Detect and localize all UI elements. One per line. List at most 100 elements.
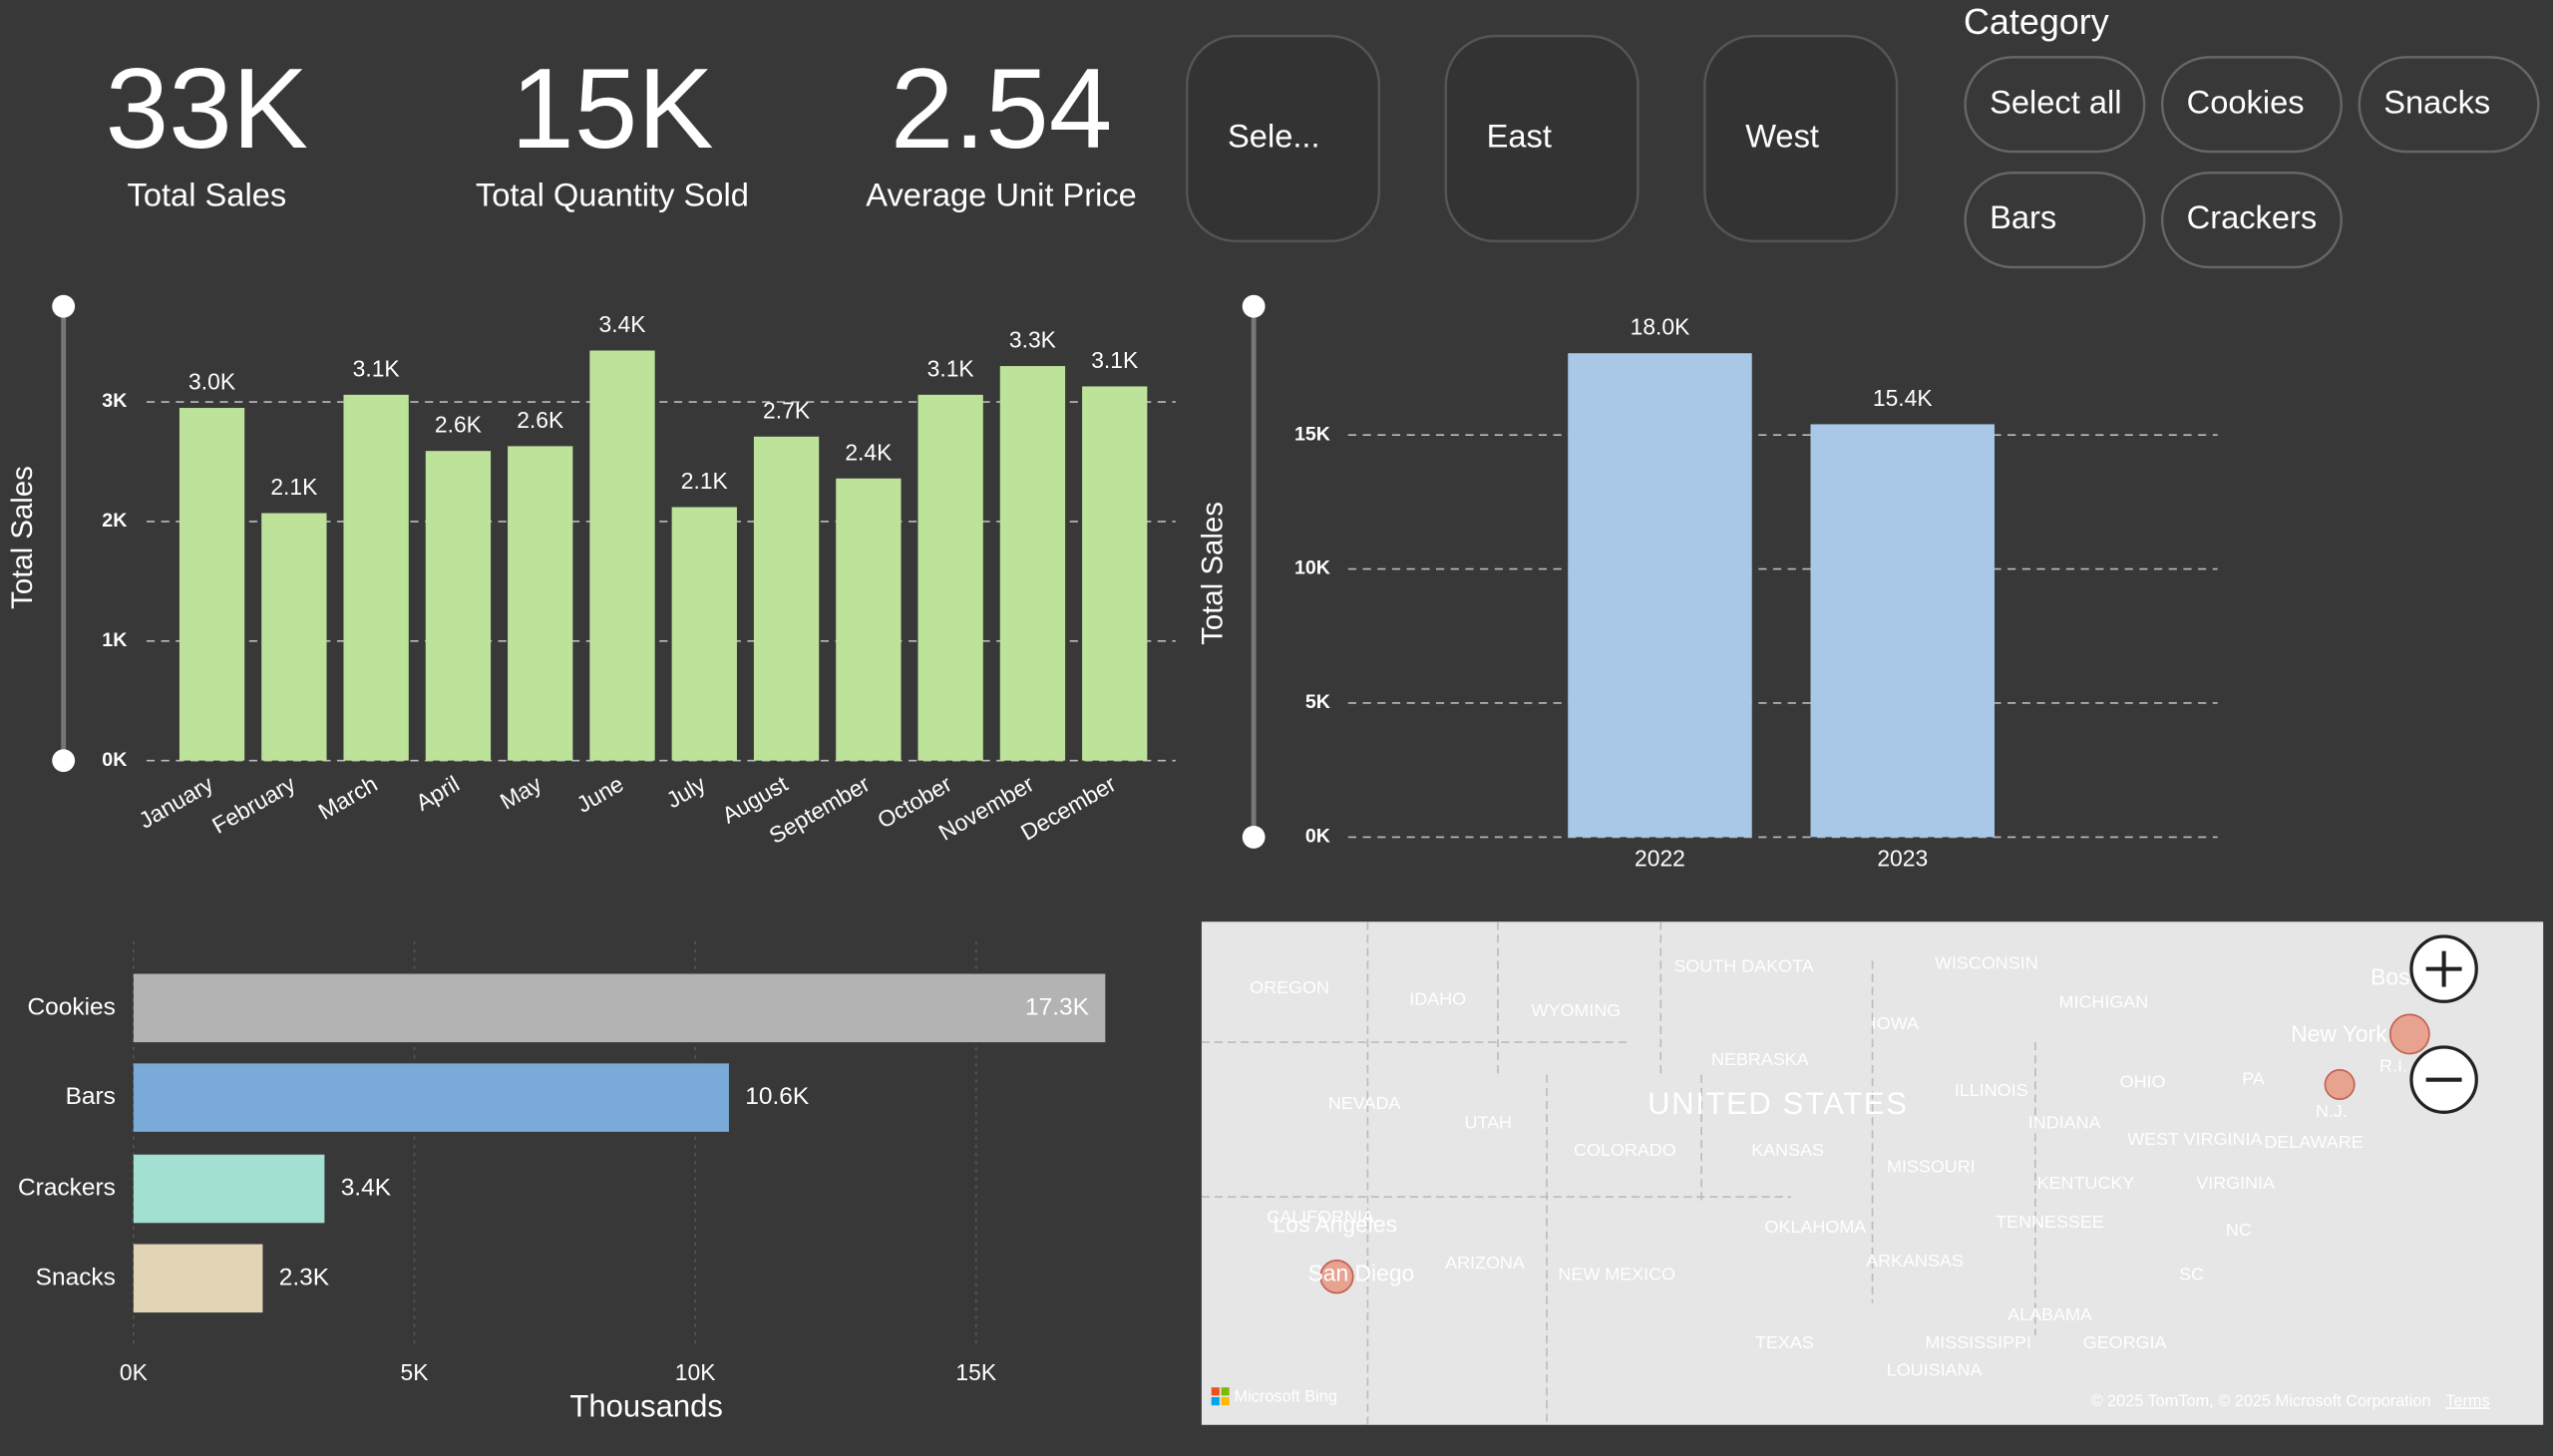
map-state-label: MISSOURI: [1887, 1157, 1976, 1177]
map-state-label: WYOMING: [1532, 1000, 1622, 1020]
slider-handle[interactable]: [1242, 825, 1266, 849]
map-terms[interactable]: Terms: [2445, 1392, 2489, 1410]
bar: [671, 507, 737, 761]
category-label[interactable]: Crackers: [2187, 198, 2318, 235]
logo-square: [1211, 1397, 1220, 1406]
map-state-label: KENTUCKY: [2037, 1173, 2135, 1193]
kpi-label: Total Quantity Sold: [476, 176, 749, 212]
map-state-label: OKLAHOMA: [1765, 1217, 1867, 1237]
slicer-button[interactable]: [1703, 34, 1899, 243]
y-tick-label: 0K: [102, 749, 127, 771]
y-tick-label: 15K: [1294, 423, 1330, 445]
slicer-label[interactable]: West: [1745, 118, 1819, 155]
map-state-label: NEW MEXICO: [1558, 1264, 1675, 1283]
slicer-button[interactable]: [1444, 34, 1640, 243]
map-state-label: ILLINOIS: [1955, 1080, 2028, 1100]
bar: [425, 451, 492, 761]
map-state-label: CALIFORNIA: [1267, 1207, 1374, 1227]
map-state-label: WEST VIRGINIA: [2127, 1129, 2262, 1149]
x-tick-label: 15K: [955, 1359, 996, 1385]
map-state-label: ARIZONA: [1445, 1253, 1525, 1273]
map-state-label: MICHIGAN: [2059, 992, 2149, 1012]
map-city-label: Bos: [2371, 963, 2409, 989]
map-state-label: TEXAS: [1755, 1332, 1814, 1352]
map-state-label: KANSAS: [1751, 1140, 1824, 1160]
map-bubble[interactable]: [1319, 1260, 1354, 1294]
map-state-label: OREGON: [1250, 977, 1329, 997]
map-bubble[interactable]: [2324, 1069, 2356, 1101]
slider-handle[interactable]: [52, 294, 76, 318]
map-attribution: © 2025 TomTom, © 2025 Microsoft Corporat…: [2090, 1392, 2430, 1410]
map-state-label: WISCONSIN: [1935, 952, 2038, 972]
bar: [1082, 386, 1148, 761]
slider-handle[interactable]: [1242, 294, 1266, 318]
bar: [753, 436, 820, 761]
slicer-button[interactable]: [1185, 34, 1381, 243]
map-state-label: LOUISIANA: [1887, 1360, 1983, 1380]
x-tick-label: 2023: [1877, 845, 1928, 871]
map-state-label: PA: [2242, 1068, 2265, 1088]
map-state-label: NEBRASKA: [1711, 1049, 1809, 1069]
bar: [917, 394, 983, 761]
y-tick-label: 5K: [1305, 691, 1330, 713]
bar: [999, 366, 1066, 761]
y-axis-title: Total Sales: [1197, 502, 1230, 645]
bar: [133, 1063, 729, 1132]
slicer-label[interactable]: Sele...: [1228, 118, 1320, 155]
map-bubble[interactable]: [2388, 1013, 2430, 1055]
bar: [133, 973, 1106, 1043]
bar: [508, 446, 573, 761]
x-tick-label: 2022: [1635, 845, 1685, 871]
category-pill[interactable]: [1964, 56, 2146, 154]
data-label: 2.6K: [435, 412, 482, 438]
data-label: 15.4K: [1873, 385, 1933, 411]
category-pill[interactable]: [2160, 172, 2343, 269]
data-label: 3.4K: [599, 311, 646, 337]
category-pill[interactable]: [2358, 56, 2540, 154]
slicer-label[interactable]: East: [1487, 118, 1552, 155]
map-logo: Microsoft Bing: [1235, 1387, 1337, 1405]
category-label[interactable]: Cookies: [2187, 83, 2305, 120]
map-state-label: NEVADA: [1328, 1093, 1400, 1113]
bar: [1810, 424, 1995, 838]
data-label: 3.0K: [188, 369, 235, 395]
y-tick-label: 1K: [102, 629, 127, 651]
y-tick-label: 10K: [1294, 557, 1330, 579]
map-state-label: INDIANA: [2028, 1112, 2101, 1132]
data-label: 2.4K: [845, 439, 892, 465]
map-state-label: COLORADO: [1574, 1140, 1676, 1160]
map-state-label: GEORGIA: [2083, 1332, 2167, 1352]
data-label: 3.1K: [1091, 347, 1138, 373]
map-state-label: DELAWARE: [2264, 1132, 2363, 1152]
y-tick-label: Crackers: [18, 1175, 116, 1202]
data-label: 3.4K: [341, 1175, 392, 1202]
map-state-label: TENNESSEE: [1996, 1212, 2104, 1232]
logo-square: [1221, 1397, 1230, 1406]
map-city-label: San Diego: [1308, 1261, 1415, 1286]
data-label: 17.3K: [1025, 993, 1090, 1020]
kpi-value: 2.54: [891, 46, 1112, 173]
category-label[interactable]: Select all: [1990, 83, 2121, 120]
map-country-label: UNITED STATES: [1647, 1086, 1908, 1121]
category-pill[interactable]: [2160, 56, 2343, 154]
x-tick-label: 5K: [401, 1359, 429, 1385]
y-tick-label: 2K: [102, 510, 127, 532]
data-label: 2.6K: [517, 407, 563, 433]
map-state-label: R.I.: [2379, 1055, 2407, 1075]
category-pill[interactable]: [1964, 172, 2146, 269]
map-state-label: N.J.: [2316, 1101, 2348, 1121]
bar: [836, 478, 902, 761]
data-label: 10.6K: [745, 1083, 810, 1110]
slider-handle[interactable]: [52, 749, 76, 773]
map-state-label: VIRGINIA: [2196, 1173, 2275, 1193]
data-label: 2.7K: [763, 397, 810, 423]
y-tick-label: Cookies: [28, 993, 116, 1020]
data-label: 3.1K: [353, 355, 400, 381]
category-label[interactable]: Snacks: [2383, 83, 2490, 120]
data-label: 3.1K: [927, 355, 974, 381]
map-state-label: SC: [2179, 1264, 2204, 1283]
slicer-title: Category: [1964, 1, 2109, 42]
category-label[interactable]: Bars: [1990, 198, 2056, 235]
map-state-label: MISSISSIPPI: [1925, 1332, 2031, 1352]
